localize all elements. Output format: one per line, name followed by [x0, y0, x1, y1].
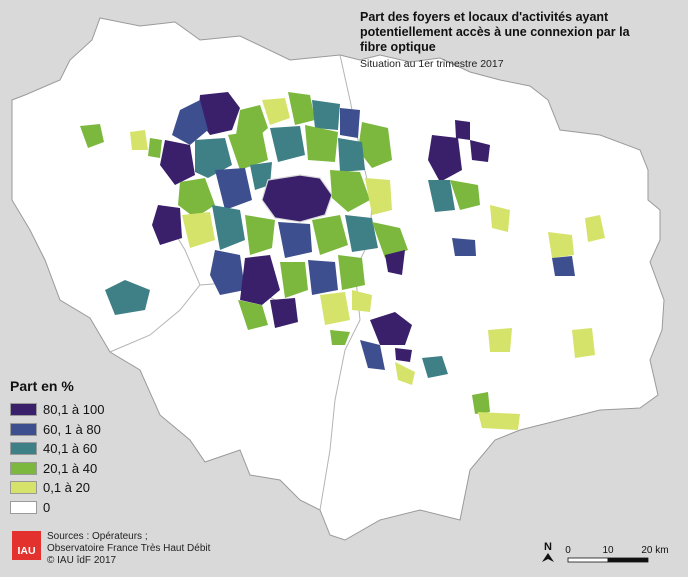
communes-layer — [80, 92, 605, 430]
sources-text: Sources : Opérateurs ; Observatoire Fran… — [47, 531, 210, 567]
legend-swatch — [10, 403, 37, 417]
map-subtitle: Situation au 1er trimestre 2017 — [360, 58, 504, 70]
legend-swatch — [10, 442, 37, 456]
legend-item: 60, 1 à 80 — [10, 420, 104, 440]
legend-item: 40,1 à 60 — [10, 439, 104, 459]
map-title: Part des foyers et locaux d'activités ay… — [360, 10, 630, 54]
legend-label: 80,1 à 100 — [43, 402, 105, 418]
sources-block: IAU Sources : Opérateurs ; Observatoire … — [12, 531, 210, 567]
legend-swatch — [10, 500, 37, 514]
legend-swatch — [10, 481, 37, 495]
region-outline — [11, 17, 665, 541]
north-label: N — [544, 541, 552, 553]
legend-item: 20,1 à 40 — [10, 459, 104, 479]
legend-item: 80,1 à 100 — [10, 400, 104, 420]
iau-logo: IAU — [12, 531, 41, 560]
scale-tick-0: 0 — [565, 545, 571, 556]
sources-line: Sources : Opérateurs ; — [47, 531, 148, 542]
scale-tick-10: 10 — [602, 545, 614, 556]
scale-bar: N 0 10 20 km — [542, 541, 669, 563]
legend-title: Part en % — [10, 378, 74, 394]
legend-item: 0,1 à 20 — [10, 478, 104, 498]
sources-line: © IAU îdF 2017 — [47, 555, 117, 566]
north-arrow-icon — [542, 553, 554, 562]
legend-item: 0 — [10, 498, 104, 518]
scale-tick-20: 20 km — [641, 545, 668, 556]
sources-line: Observatoire France Très Haut Débit — [47, 543, 211, 554]
map-title-block: Part des foyers et locaux d'activités ay… — [360, 10, 660, 70]
legend-label: 0 — [43, 499, 51, 515]
legend: Part en % 80,1 à 100 60, 1 à 80 40,1 à 6… — [10, 378, 104, 517]
legend-swatch — [10, 461, 37, 475]
legend-label: 20,1 à 40 — [43, 460, 98, 476]
legend-label: 40,1 à 60 — [43, 441, 98, 457]
legend-swatch — [10, 422, 37, 436]
legend-label: 0,1 à 20 — [43, 480, 90, 496]
legend-label: 60, 1 à 80 — [43, 421, 101, 437]
